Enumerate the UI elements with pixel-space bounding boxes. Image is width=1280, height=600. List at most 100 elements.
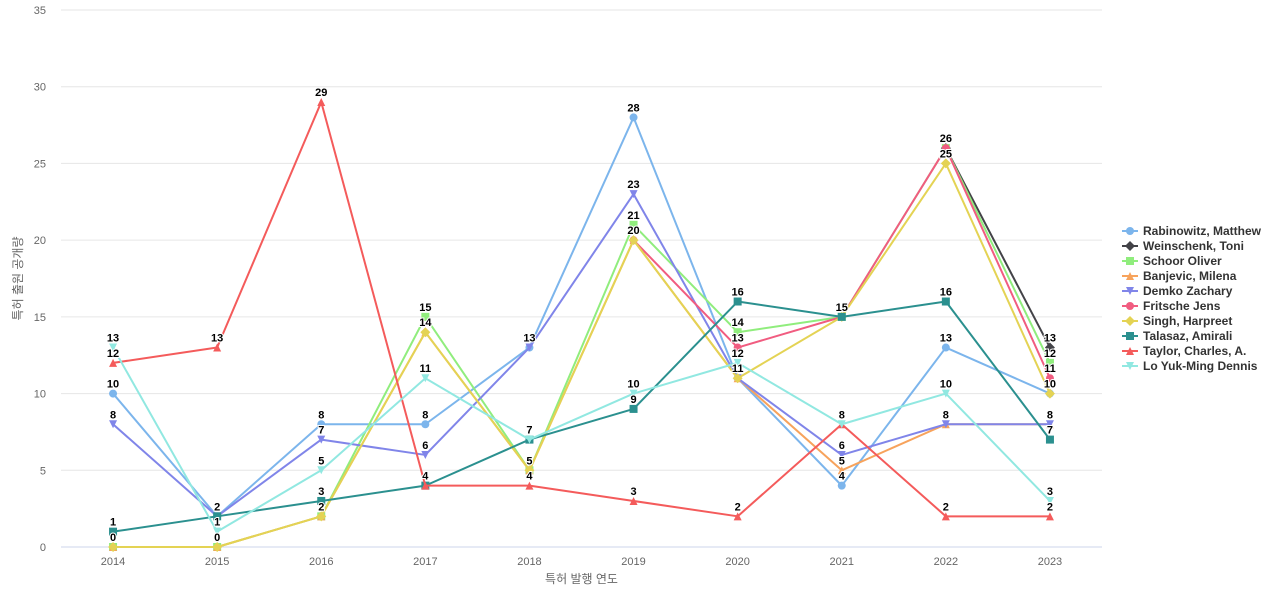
legend-label: Singh, Harpreet bbox=[1143, 314, 1232, 328]
data-point bbox=[317, 98, 326, 107]
data-point bbox=[733, 328, 742, 337]
legend-item[interactable]: Singh, Harpreet bbox=[1122, 314, 1232, 328]
x-tick-label: 2021 bbox=[830, 556, 854, 568]
data-label: 8 bbox=[1047, 409, 1053, 421]
data-point bbox=[316, 511, 327, 522]
series-10 bbox=[109, 343, 1054, 536]
data-point bbox=[109, 343, 118, 352]
legend-label: Schoor Oliver bbox=[1143, 254, 1222, 268]
data-point bbox=[213, 527, 222, 536]
data-point bbox=[629, 404, 638, 413]
series-3 bbox=[109, 144, 1054, 551]
data-label: 8 bbox=[110, 409, 116, 421]
legend-label: Talasaz, Amirali bbox=[1143, 329, 1232, 343]
y-axis-title: 특허 출원 공개량 bbox=[11, 237, 25, 321]
data-label: 2 bbox=[214, 501, 220, 513]
data-label: 25 bbox=[940, 148, 952, 160]
data-point bbox=[941, 297, 950, 306]
series-9 bbox=[109, 98, 1054, 521]
data-point bbox=[525, 435, 534, 444]
data-label: 9 bbox=[630, 394, 636, 406]
y-tick-label: 15 bbox=[34, 312, 46, 324]
data-label: 2 bbox=[735, 501, 741, 513]
legend-marker bbox=[1126, 287, 1134, 295]
legend-item[interactable]: Banjevic, Milena bbox=[1122, 269, 1237, 283]
data-label: 6 bbox=[422, 440, 428, 452]
data-point bbox=[525, 343, 534, 352]
y-tick-label: 35 bbox=[34, 5, 46, 17]
data-label: 2 bbox=[318, 501, 324, 513]
data-label: 10 bbox=[107, 379, 119, 391]
data-label: 16 bbox=[732, 287, 744, 299]
data-label: 10 bbox=[940, 379, 952, 391]
data-label: 11 bbox=[420, 363, 432, 375]
data-point bbox=[837, 450, 846, 459]
data-point bbox=[109, 358, 118, 367]
legend-marker bbox=[1126, 227, 1134, 235]
data-point bbox=[213, 343, 222, 352]
data-point bbox=[629, 220, 638, 229]
data-point bbox=[1045, 358, 1054, 367]
data-point bbox=[837, 481, 846, 490]
data-point bbox=[1045, 496, 1054, 505]
data-label: 8 bbox=[839, 409, 845, 421]
legend-item[interactable]: Fritsche Jens bbox=[1122, 299, 1221, 313]
data-label: 3 bbox=[630, 486, 636, 498]
legend-marker bbox=[1126, 272, 1134, 280]
legend-marker bbox=[1125, 241, 1135, 251]
legend-label: Lo Yuk-Ming Dennis bbox=[1143, 359, 1258, 373]
data-point bbox=[525, 481, 534, 490]
data-label: 12 bbox=[1044, 348, 1056, 360]
data-point bbox=[524, 465, 535, 476]
data-label: 26 bbox=[940, 133, 952, 145]
legend-label: Fritsche Jens bbox=[1143, 299, 1221, 313]
data-point bbox=[1045, 374, 1054, 383]
data-point bbox=[629, 389, 638, 398]
data-point bbox=[317, 466, 326, 475]
data-label: 5 bbox=[318, 455, 324, 467]
x-tick-label: 2015 bbox=[205, 556, 229, 568]
data-point bbox=[940, 158, 951, 169]
legend-item[interactable]: Demko Zachary bbox=[1122, 284, 1233, 298]
data-point bbox=[941, 144, 950, 153]
x-axis-title: 특허 발행 연도 bbox=[545, 571, 618, 586]
legend-item[interactable]: Taylor, Charles, A. bbox=[1122, 344, 1246, 358]
data-point bbox=[1044, 342, 1055, 353]
legend-item[interactable]: Talasaz, Amirali bbox=[1122, 329, 1232, 343]
series-group bbox=[108, 98, 1055, 552]
x-tick-label: 2020 bbox=[725, 556, 749, 568]
data-label: 6 bbox=[839, 440, 845, 452]
data-label: 20 bbox=[627, 225, 639, 237]
data-label: 0 bbox=[110, 532, 116, 544]
data-label: 13 bbox=[107, 333, 119, 345]
legend-marker bbox=[1126, 257, 1134, 265]
data-point bbox=[629, 496, 638, 505]
data-point bbox=[1045, 420, 1054, 429]
legend-item[interactable]: Lo Yuk-Ming Dennis bbox=[1122, 359, 1258, 373]
legend-marker bbox=[1126, 302, 1134, 310]
data-label: 8 bbox=[943, 409, 949, 421]
data-point bbox=[837, 466, 846, 475]
series-line bbox=[112, 193, 1051, 518]
data-point bbox=[732, 373, 743, 384]
legend-label: Demko Zachary bbox=[1143, 284, 1233, 298]
data-point bbox=[733, 512, 742, 521]
data-label: 10 bbox=[1044, 379, 1056, 391]
legend-item[interactable]: Rabinowitz, Matthew bbox=[1122, 224, 1262, 238]
y-tick-label: 20 bbox=[34, 235, 46, 247]
x-tick-label: 2023 bbox=[1038, 556, 1062, 568]
y-tick-label: 10 bbox=[34, 389, 46, 401]
legend-item[interactable]: Weinschenk, Toni bbox=[1122, 239, 1244, 253]
x-tick-label: 2017 bbox=[413, 556, 437, 568]
data-label: 12 bbox=[107, 348, 119, 360]
data-point bbox=[420, 327, 431, 338]
data-label: 13 bbox=[940, 333, 952, 345]
data-label: 14 bbox=[732, 317, 745, 329]
legend-item[interactable]: Schoor Oliver bbox=[1122, 254, 1222, 268]
data-label: 3 bbox=[318, 486, 324, 498]
data-point bbox=[421, 312, 430, 321]
legend-label: Rabinowitz, Matthew bbox=[1143, 224, 1262, 238]
y-tick-label: 5 bbox=[40, 465, 46, 477]
y-tick-label: 30 bbox=[34, 82, 46, 94]
